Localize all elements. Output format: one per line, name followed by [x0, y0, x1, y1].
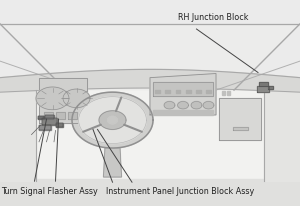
Polygon shape	[0, 25, 300, 91]
Polygon shape	[196, 91, 201, 94]
Polygon shape	[39, 78, 87, 124]
Polygon shape	[165, 91, 170, 94]
Polygon shape	[222, 92, 225, 96]
Polygon shape	[264, 91, 300, 181]
Polygon shape	[0, 0, 300, 93]
Polygon shape	[68, 112, 76, 119]
Polygon shape	[176, 91, 180, 94]
Circle shape	[203, 102, 214, 109]
Polygon shape	[0, 179, 300, 206]
Polygon shape	[226, 92, 230, 96]
Polygon shape	[150, 74, 216, 115]
Polygon shape	[155, 91, 160, 94]
Polygon shape	[63, 90, 90, 108]
Text: Instrument Panel Junction Block Assy: Instrument Panel Junction Block Assy	[106, 186, 255, 195]
Polygon shape	[39, 126, 51, 131]
Text: Turn Signal Flasher Assy: Turn Signal Flasher Assy	[2, 186, 98, 195]
Polygon shape	[56, 112, 64, 119]
Polygon shape	[99, 111, 126, 130]
Polygon shape	[103, 148, 122, 177]
Polygon shape	[153, 82, 213, 97]
Polygon shape	[186, 91, 190, 94]
Polygon shape	[42, 118, 57, 126]
Polygon shape	[44, 112, 52, 119]
Polygon shape	[108, 117, 117, 124]
Polygon shape	[108, 117, 117, 124]
Polygon shape	[79, 97, 146, 144]
Polygon shape	[219, 99, 261, 140]
Circle shape	[191, 102, 202, 109]
Polygon shape	[232, 128, 247, 131]
Circle shape	[178, 102, 188, 109]
Circle shape	[164, 102, 175, 109]
Text: RH Junction Block: RH Junction Block	[178, 13, 249, 22]
Polygon shape	[72, 93, 153, 148]
Polygon shape	[206, 91, 211, 94]
Polygon shape	[56, 124, 63, 128]
Polygon shape	[259, 82, 268, 87]
Polygon shape	[45, 116, 54, 119]
Polygon shape	[153, 110, 213, 115]
Polygon shape	[268, 87, 273, 90]
Polygon shape	[0, 91, 36, 181]
Polygon shape	[257, 87, 269, 93]
Polygon shape	[38, 116, 44, 119]
Polygon shape	[0, 91, 300, 181]
Polygon shape	[36, 88, 69, 110]
